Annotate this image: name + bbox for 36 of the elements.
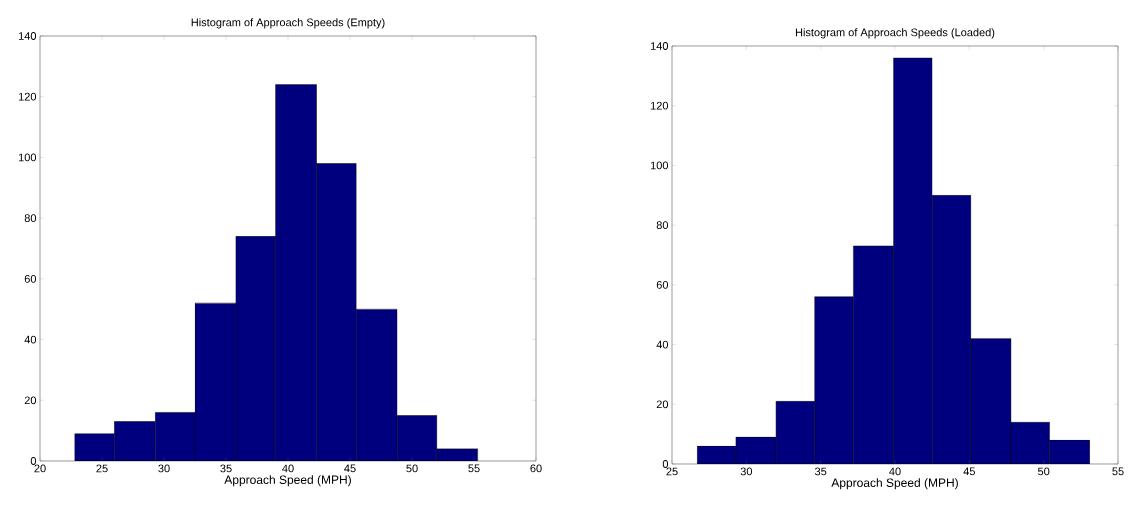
y-tick-label: 140: [650, 42, 669, 50]
y-tick-label: 0: [30, 457, 37, 465]
y-tick-label: 140: [18, 32, 37, 40]
x-tick-label: 50: [1037, 467, 1050, 476]
y-tick-label: 80: [656, 221, 669, 230]
y-tick-label: 40: [24, 335, 37, 344]
x-tick-label: 50: [406, 464, 418, 473]
y-tick-label: 60: [656, 280, 669, 289]
x-tick-label: 55: [468, 464, 480, 473]
y-tick-label: 100: [650, 161, 669, 170]
y-tick-label: 20: [24, 396, 37, 405]
x-axis-title: Approach Speed (MPH): [224, 475, 351, 487]
x-axis-title: Approach Speed (MPH): [831, 478, 958, 490]
x-tick-label: 35: [814, 467, 827, 476]
x-tick-label: 55: [1112, 467, 1124, 476]
x-tick-label: 25: [666, 467, 678, 476]
y-tick-label: 120: [650, 101, 669, 110]
chart-title: Histogram of Approach Speeds (Loaded): [795, 28, 995, 39]
y-tick-label: 20: [656, 400, 669, 409]
x-tick-label: 45: [963, 467, 975, 476]
y-tick-label: 40: [656, 340, 669, 349]
y-tick-label: 100: [18, 153, 37, 162]
x-tick-label: 20: [34, 464, 46, 473]
y-tick-label: 60: [24, 274, 37, 283]
x-tick-label: 45: [344, 464, 356, 473]
x-tick-label: 40: [282, 464, 294, 473]
x-tick-label: 60: [530, 464, 542, 473]
x-tick-label: 30: [158, 464, 170, 473]
y-tick-label: 0: [662, 460, 669, 468]
x-tick-label: 25: [96, 464, 108, 473]
x-tick-label: 40: [889, 467, 901, 476]
chart-title: Histogram of Approach Speeds (Empty): [191, 18, 385, 29]
x-tick-label: 30: [740, 467, 753, 476]
x-tick-label: 35: [220, 464, 232, 473]
y-tick-label: 80: [24, 214, 37, 223]
y-tick-label: 120: [18, 92, 37, 101]
